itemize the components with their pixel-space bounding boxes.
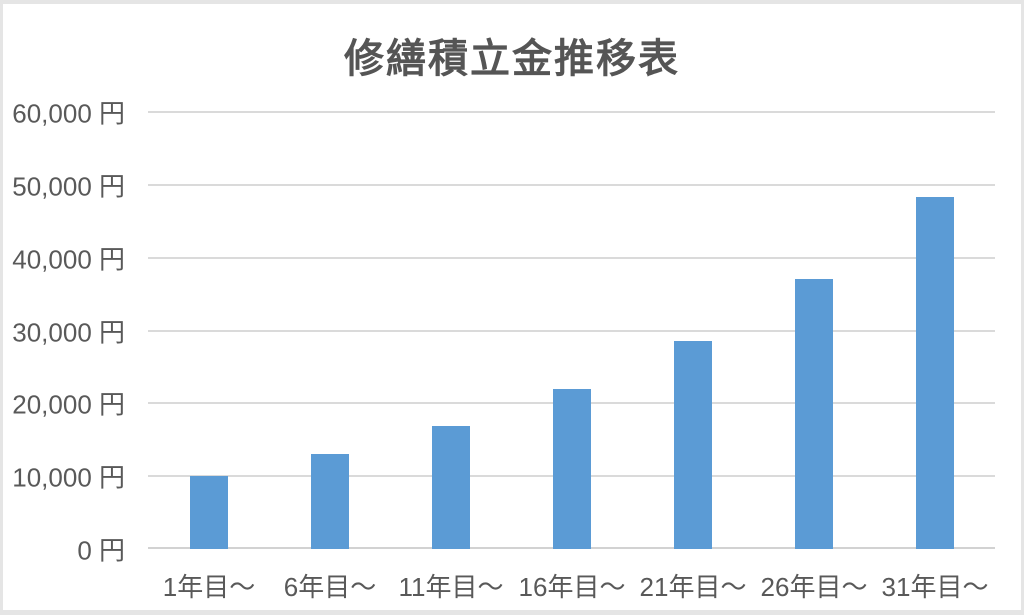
x-tick-label: 16年目〜 <box>518 572 626 602</box>
bar <box>795 279 833 549</box>
x-tick-label: 26年目〜 <box>760 572 868 602</box>
x-tick-label: 21年目〜 <box>639 572 747 602</box>
x-tick-label: 6年目〜 <box>283 572 377 602</box>
y-gridline <box>148 257 995 259</box>
y-gridline <box>148 111 995 113</box>
chart-title: 修繕積立金推移表 <box>344 37 680 81</box>
y-tick-label: 60,000 円 <box>12 98 125 129</box>
bar <box>432 426 470 549</box>
y-tick-label: 0 円 <box>77 535 125 566</box>
bar <box>674 341 712 549</box>
y-gridline <box>148 330 995 332</box>
bar <box>190 476 228 549</box>
x-tick-label: 1年目〜 <box>162 572 256 602</box>
x-tick-label: 31年目〜 <box>881 572 989 602</box>
bar <box>916 197 954 549</box>
y-tick-label: 20,000 円 <box>12 389 125 420</box>
y-tick-label: 40,000 円 <box>12 244 125 275</box>
x-tick-label: 11年目〜 <box>398 572 504 602</box>
bar <box>553 389 591 549</box>
plot-area <box>148 111 995 549</box>
y-tick-label: 30,000 円 <box>12 317 125 347</box>
y-tick-label: 10,000 円 <box>12 462 125 493</box>
bar <box>311 454 349 549</box>
y-gridline <box>148 184 995 186</box>
y-tick-label: 50,000 円 <box>12 171 125 202</box>
